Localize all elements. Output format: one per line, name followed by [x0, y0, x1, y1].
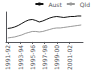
svg-text:1999-00: 1999-00 — [53, 45, 60, 70]
svg-text:1991-92: 1991-92 — [4, 45, 11, 70]
svg-text:1995-96: 1995-96 — [29, 45, 36, 70]
svg-text:1993-94: 1993-94 — [17, 45, 24, 70]
svg-text:2001-02: 2001-02 — [66, 45, 73, 70]
svg-text:Aust: Aust — [48, 1, 62, 8]
svg-text:1997-98: 1997-98 — [41, 45, 48, 70]
svg-text:Qld: Qld — [80, 1, 90, 8]
